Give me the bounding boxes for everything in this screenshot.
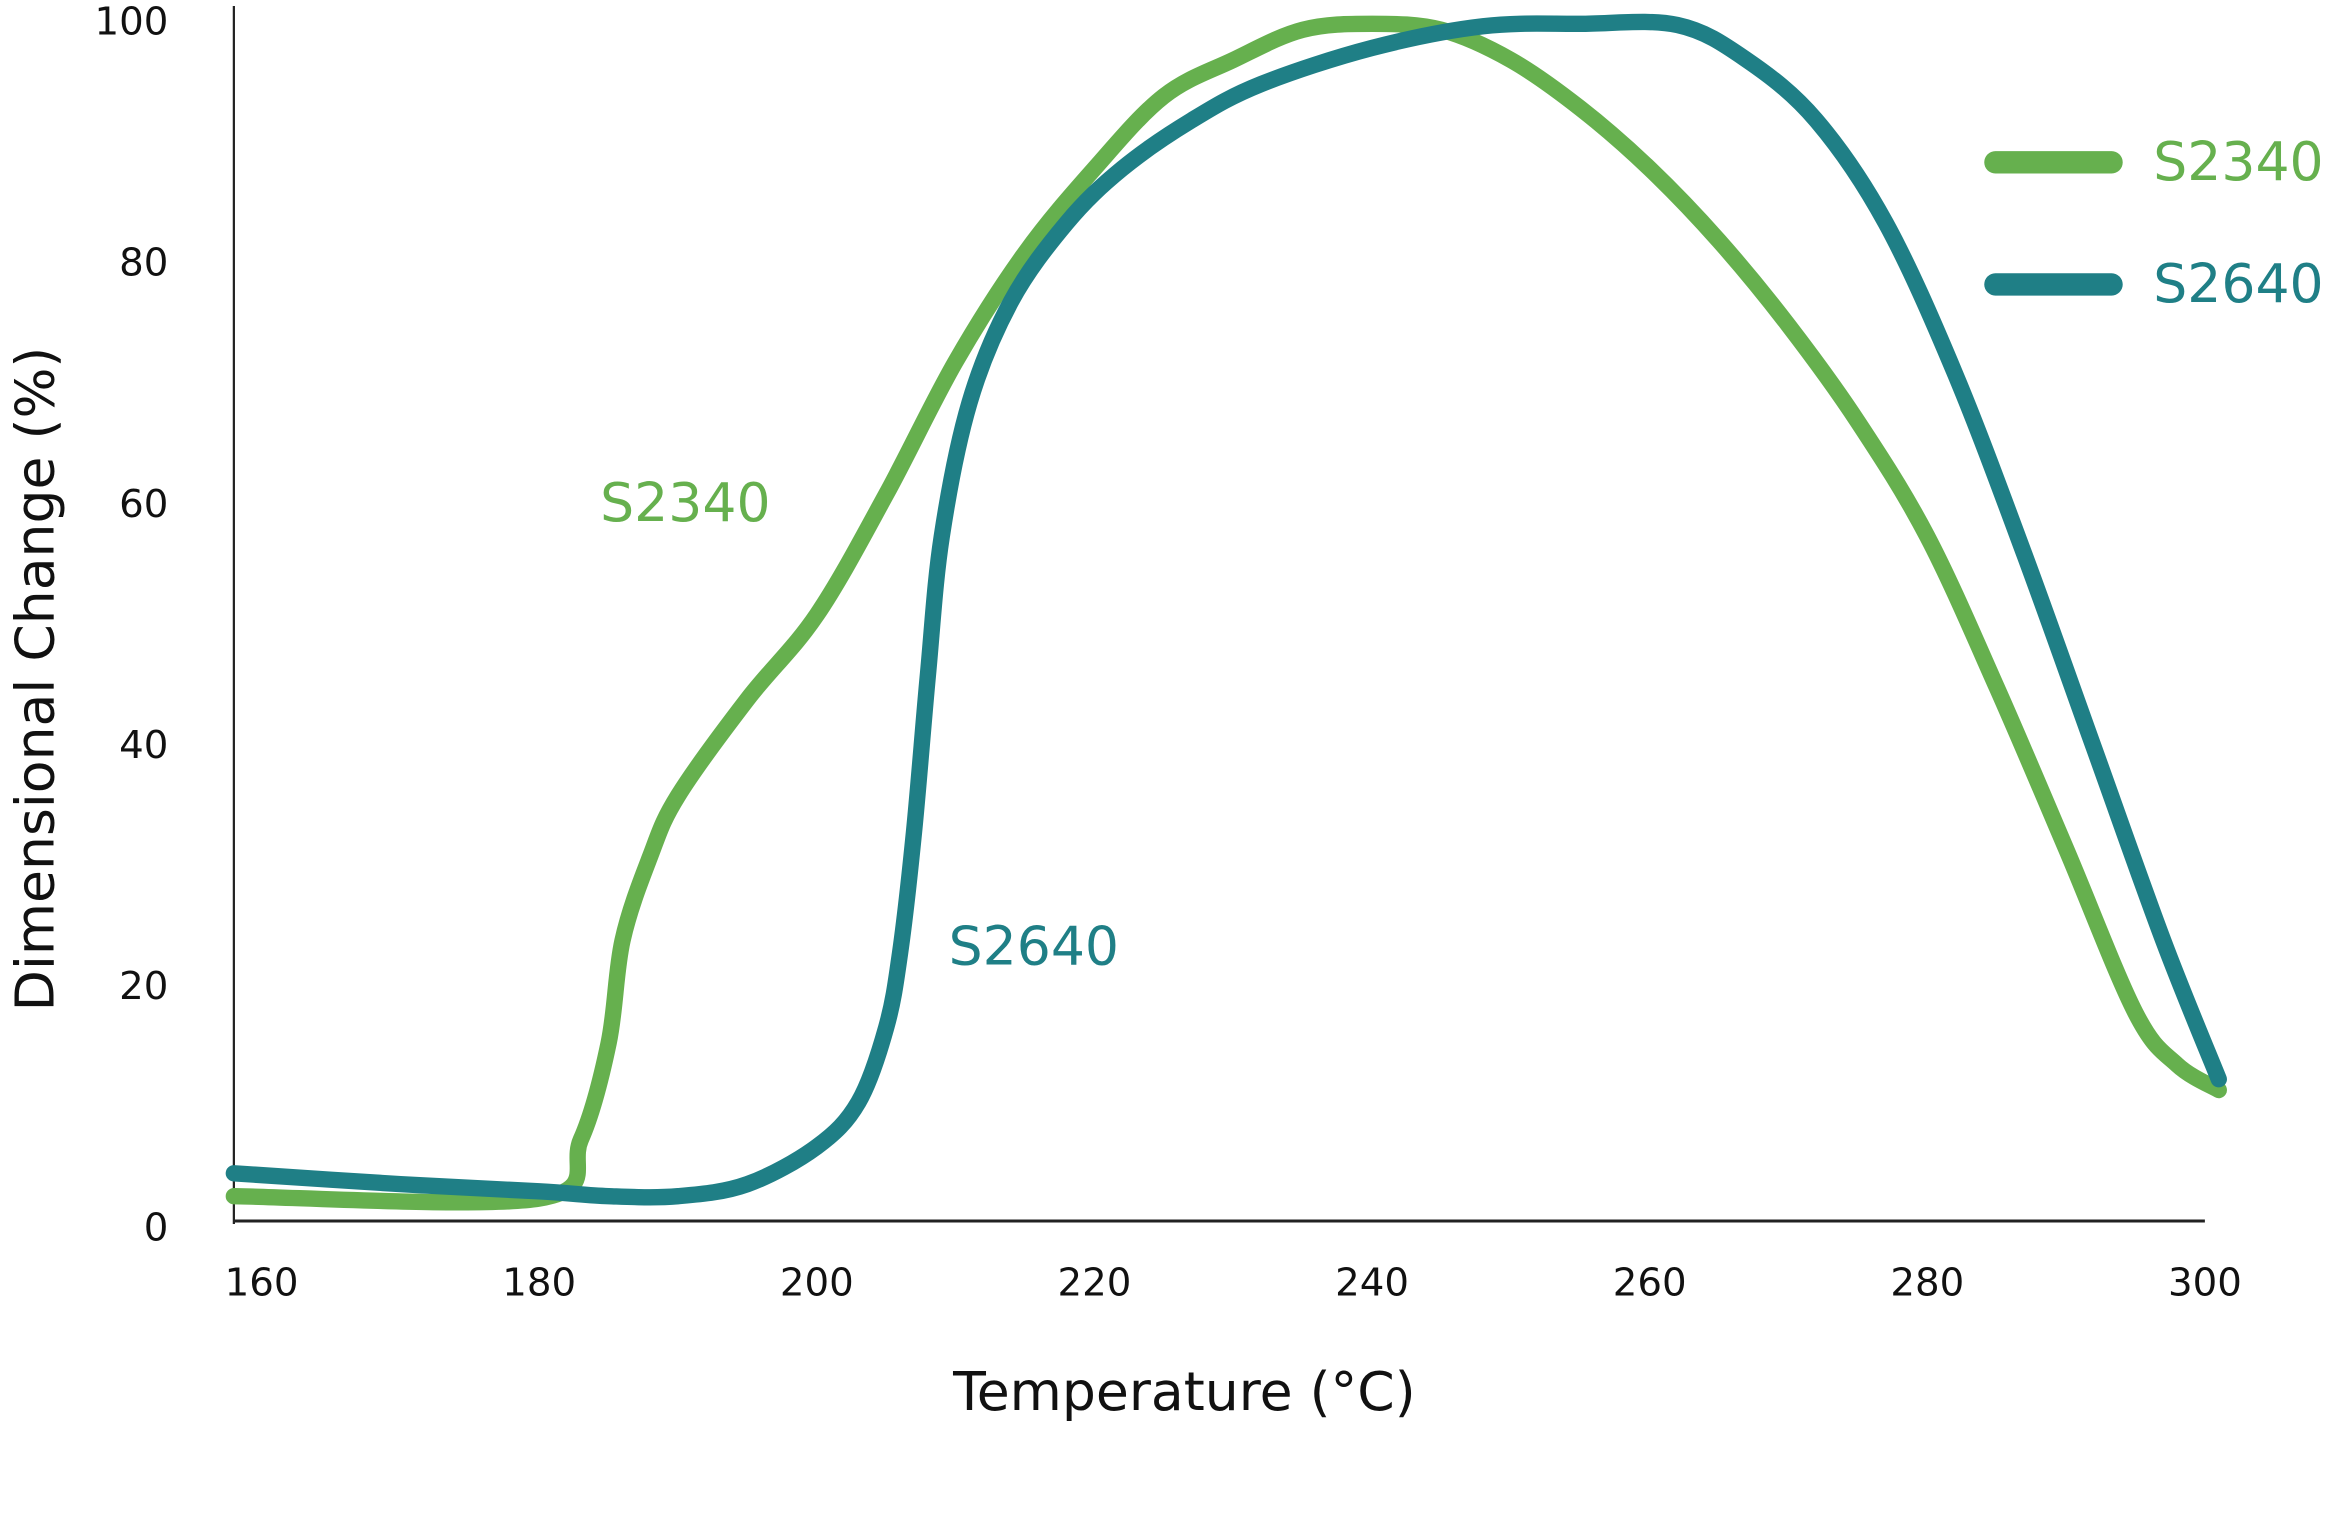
x-tick-label: 180 [502,1261,576,1306]
x-axis-title: Temperature (°C) [952,1360,1416,1423]
y-tick-label: 20 [119,964,168,1009]
annotation: S2340 [600,471,770,534]
x-tick-label: 160 [225,1261,299,1306]
x-tick-label: 280 [1890,1261,1964,1306]
series-line [225,13,2227,1206]
y-axis-title: Dimensional Change (%) [3,347,66,1012]
y-tick-label: 100 [94,0,168,44]
x-tick-label: 260 [1613,1261,1687,1306]
x-tick-label: 300 [2168,1261,2242,1306]
legend-label: S2340 [2153,130,2323,193]
legend-label: S2640 [2153,252,2323,315]
y-tick-label: 0 [144,1205,169,1250]
x-tick-label: 220 [1058,1261,1132,1306]
x-tick-label: 240 [1335,1261,1409,1306]
annotation: S2640 [949,915,1119,978]
y-tick-label: 60 [119,482,168,527]
y-tick-label: 80 [119,241,168,286]
x-tick-label: 200 [780,1261,854,1306]
y-tick-label: 40 [119,723,168,768]
series-line [225,15,2227,1211]
